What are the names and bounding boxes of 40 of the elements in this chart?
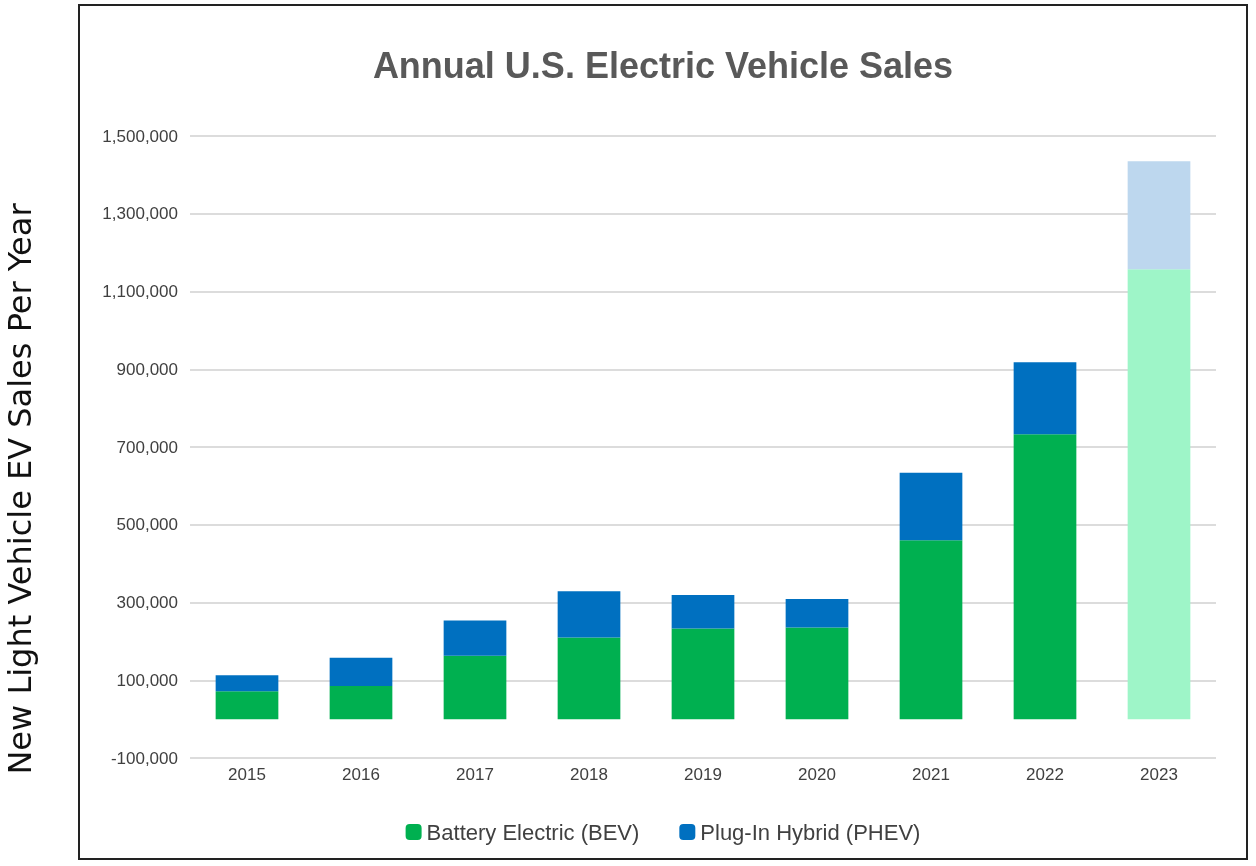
x-tick-label: 2022 [1026, 765, 1064, 784]
bar [785, 599, 849, 628]
x-tick-label: 2015 [228, 765, 266, 784]
x-tick-label: 2017 [456, 765, 494, 784]
bar [785, 627, 849, 720]
y-tick-label: -100,000 [110, 748, 178, 768]
x-tick-label: 2018 [570, 765, 608, 784]
y-tick-label: 300,000 [116, 593, 178, 612]
legend-label: Plug-In Hybrid (PHEV) [700, 819, 921, 845]
bar [671, 628, 735, 720]
bar [215, 675, 279, 692]
y-tick-label: 1,100,000 [102, 282, 178, 301]
y-tick-label: 1,300,000 [102, 204, 178, 224]
bar [1127, 269, 1191, 720]
x-tick-label: 2020 [798, 765, 836, 784]
chart-title: Annual U.S. Electric Vehicle Sales [372, 44, 954, 86]
bar [557, 591, 621, 638]
bar [443, 620, 507, 656]
y-tick-label: 1,500,000 [102, 126, 178, 146]
bar [557, 637, 621, 720]
x-tick-label: 2023 [1140, 765, 1178, 784]
bar [215, 691, 279, 720]
y-axis-title: New Light Vehicle EV Sales Per Year [1, 202, 39, 777]
y-tick-label: 100,000 [116, 670, 178, 690]
y-tick-label: 700,000 [116, 437, 178, 457]
legend-label: Battery Electric (BEV) [426, 819, 640, 845]
x-tick-label: 2016 [342, 765, 380, 784]
bar [1127, 161, 1191, 270]
y-tick-label: 900,000 [116, 359, 178, 379]
bar [329, 686, 393, 720]
bar [671, 595, 735, 629]
x-tick-label: 2021 [912, 765, 950, 784]
bar [1013, 362, 1077, 435]
bar [899, 472, 963, 541]
bar [329, 657, 393, 687]
bar [899, 540, 963, 720]
y-tick-label: 500,000 [116, 515, 178, 535]
bar [1013, 434, 1077, 720]
x-tick-label: 2019 [684, 765, 722, 784]
bar [443, 655, 507, 720]
